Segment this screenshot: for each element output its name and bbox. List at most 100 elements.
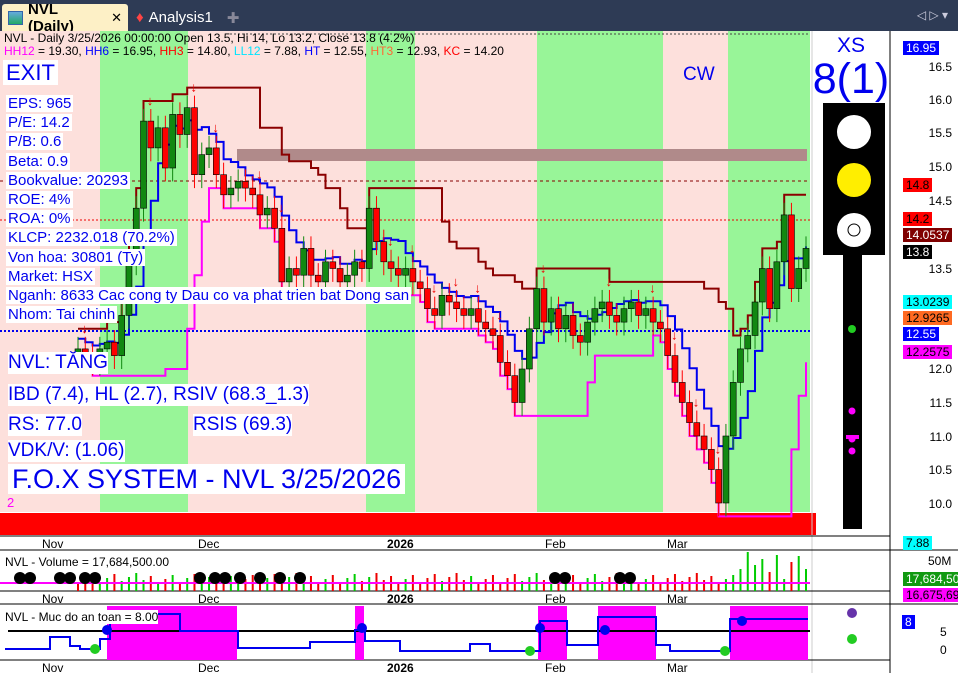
signal-strip-cell: [708, 513, 720, 535]
candle-body: [395, 268, 402, 276]
candle-body: [788, 214, 795, 289]
safety-tick: 0: [940, 643, 947, 657]
signal-strip-cell: [192, 513, 204, 535]
volume-dot: [234, 572, 246, 584]
signal-strip-cell: [696, 513, 708, 535]
candle-body: [307, 248, 315, 276]
tab-bar: NVL (Daily) ✕ ♦ Analysis1 ✚ ◁ ▷ ▾: [0, 0, 958, 35]
volume-bar: [106, 578, 109, 591]
candle-body: [154, 127, 162, 149]
volume-avg-tag: 16,675,69: [903, 588, 958, 602]
volume-bar: [77, 583, 79, 591]
fundamental-item: EPS: 965: [6, 95, 74, 112]
resistance-zone: [237, 149, 807, 161]
volume-bar: [717, 583, 720, 591]
date-label: Mar: [667, 537, 688, 551]
safety-title: NVL - Muc do an toan = 8.00: [5, 610, 159, 624]
candle-body: [278, 228, 286, 283]
signal-strip-cell: [12, 513, 24, 535]
safety-dot: [90, 644, 100, 654]
candle-body: [715, 469, 722, 504]
volume-dot: [219, 572, 231, 584]
fundamental-item: ROE: 4%: [6, 191, 73, 208]
candle-body: [649, 308, 657, 323]
tab-analysis1[interactable]: ♦ Analysis1 ✚: [130, 4, 245, 31]
signal-strip-cell: [144, 513, 156, 535]
volume-axis-label: 50M: [928, 554, 952, 568]
candle-body: [795, 268, 803, 289]
signal-strip-cell: [156, 513, 168, 535]
signal-strip-cell: [588, 513, 600, 535]
volume-bar: [564, 579, 567, 591]
trend-label: NVL: TĂNG: [8, 352, 108, 374]
candle-body: [504, 361, 511, 376]
safety-dot: [525, 646, 535, 656]
candle-body: [686, 402, 693, 423]
candle-body: [467, 308, 475, 316]
scroll-tabs-icon[interactable]: ◁ ▷ ▾: [916, 8, 948, 22]
signal-pole: [843, 255, 862, 529]
signal-strip-cell: [780, 513, 792, 535]
down-arrow-icon: ↓: [693, 395, 700, 410]
candle-body: [460, 308, 468, 316]
volume-bar: [557, 583, 560, 591]
price-tick: 12.0: [928, 362, 952, 376]
candle-body: [780, 214, 788, 263]
signal-strip-cell: [564, 513, 576, 535]
candle-body: [416, 281, 424, 289]
candle-body: [256, 194, 264, 216]
safety-zone: [355, 606, 364, 660]
signal-strip-cell: [324, 513, 336, 535]
candle-body: [708, 449, 715, 470]
candle-body: [729, 382, 737, 437]
date-label: 2026: [387, 592, 414, 606]
signal-strip-cell: [120, 513, 132, 535]
signal-strip-cell: [600, 513, 612, 535]
tab-nvl-daily[interactable]: NVL (Daily) ✕: [2, 1, 128, 35]
volume-bar: [302, 580, 305, 591]
candle-body: [380, 241, 388, 263]
candle-body: [766, 268, 773, 310]
volume-bar: [164, 579, 167, 591]
candle-body: [700, 435, 708, 450]
signal-strip-cell: [648, 513, 660, 535]
candle-body: [584, 321, 591, 343]
candle-body: [314, 274, 322, 283]
down-arrow-icon: ↓: [671, 328, 678, 343]
signal-strip-cell: [492, 513, 504, 535]
signal-strip-cell: [60, 513, 72, 535]
signal-strip-cell: [24, 513, 36, 535]
signal-strip-cell: [252, 513, 264, 535]
signal-strip-cell: [456, 513, 468, 535]
candle-body: [285, 268, 293, 283]
price-tag: 16.95: [903, 41, 940, 55]
hh-step-line: [78, 86, 806, 337]
signal-strip-cell: [468, 513, 480, 535]
volume-bar: [200, 581, 203, 591]
chart-area[interactable]: ↓ ↓ ↓ ↓ ↓ ↓ ↓ ↓ ↓ ↓ ↓ ↓ ↓ ↓ ↓ ↓ ↓ ↓ Nov Dec 2026 Feb Mar Nov Dec…: [0, 31, 958, 673]
pink-band: [415, 31, 537, 512]
volume-tag: 17,684,500: [903, 572, 958, 586]
safety-zone: [730, 606, 808, 660]
safety-dot: [600, 625, 610, 635]
signal-strip-cell: [96, 513, 108, 535]
down-arrow-icon: ↓: [540, 261, 547, 276]
price-tick: 16.5: [928, 60, 952, 74]
volume-bar: [84, 579, 87, 591]
volume-dot: [79, 572, 91, 584]
candle-body: [147, 120, 155, 149]
close-icon[interactable]: ✕: [111, 9, 122, 25]
price-tag: 13.8: [903, 245, 933, 259]
candle-body: [540, 288, 548, 323]
candle-body: [657, 321, 664, 330]
signal-strip-cell: [756, 513, 768, 535]
fundamental-item: Bookvalue: 20293: [6, 171, 131, 189]
indicator-ll12: LL12 = 7.88,: [233, 44, 305, 58]
signal-strip-cell: [288, 513, 300, 535]
new-tab-icon[interactable]: ✚: [226, 9, 240, 27]
volume-bar: [178, 582, 181, 591]
fundamental-item: Nhom: Tai chinh: [6, 306, 118, 324]
down-arrow-icon: ↓: [81, 321, 88, 336]
candle-body: [533, 288, 540, 330]
volume-dot: [559, 572, 571, 584]
